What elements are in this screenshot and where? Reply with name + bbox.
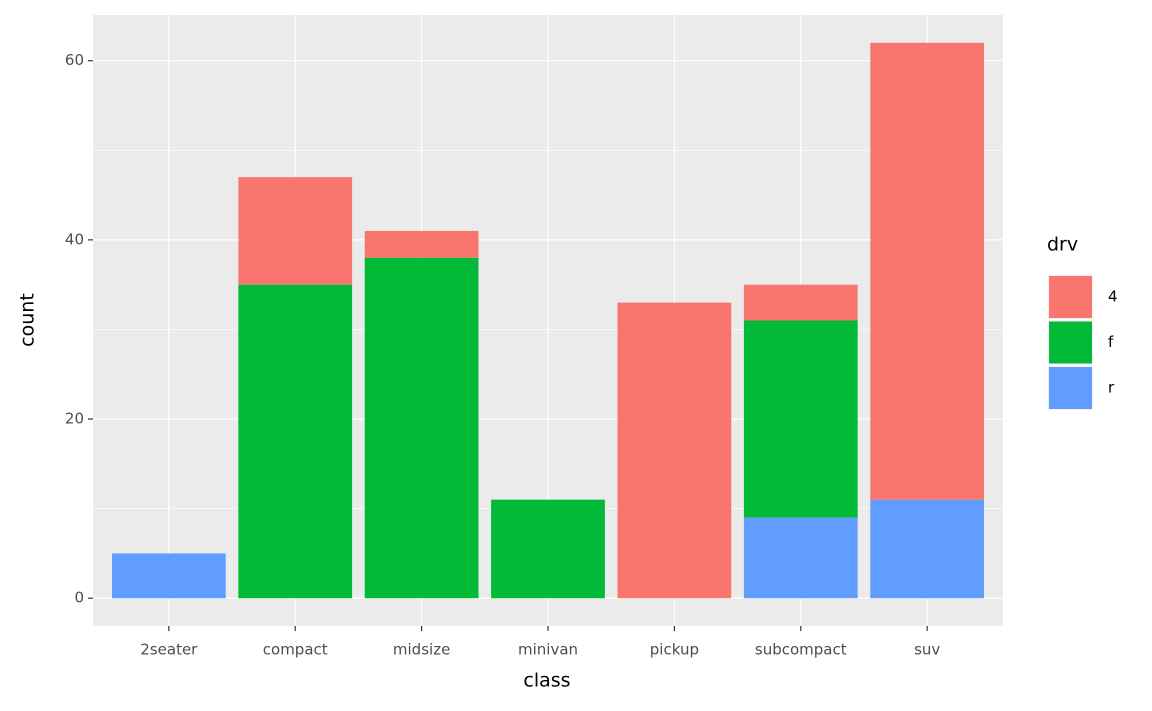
y-tick-label: 0 bbox=[74, 589, 84, 607]
legend-swatch bbox=[1049, 367, 1092, 409]
x-tick-label: compact bbox=[263, 641, 328, 659]
x-tick-label: minivan bbox=[518, 641, 578, 659]
x-tick-label: 2seater bbox=[140, 641, 198, 659]
bar-segment bbox=[743, 320, 858, 518]
bar-segment bbox=[491, 499, 605, 599]
legend-label: r bbox=[1108, 379, 1115, 397]
x-tick-label: midsize bbox=[393, 641, 450, 659]
legend-label: 4 bbox=[1108, 288, 1118, 306]
bar-segment bbox=[364, 257, 479, 599]
bar-segment bbox=[617, 302, 732, 599]
bar-segment bbox=[111, 553, 226, 599]
legend-swatch bbox=[1049, 321, 1092, 364]
legend-label: f bbox=[1108, 333, 1114, 351]
bar-segment bbox=[238, 177, 353, 285]
x-tick-label: suv bbox=[914, 641, 940, 659]
bar-segment bbox=[870, 499, 985, 599]
y-tick-label: 40 bbox=[65, 230, 84, 248]
x-tick-label: pickup bbox=[650, 641, 699, 659]
bar-segment bbox=[238, 284, 353, 599]
bar-segment bbox=[870, 42, 985, 500]
y-axis-title: count bbox=[17, 293, 39, 347]
bar-segment bbox=[364, 230, 479, 258]
legend-swatch bbox=[1049, 276, 1092, 318]
legend-title: drv bbox=[1047, 234, 1078, 256]
bar-segment bbox=[743, 517, 858, 599]
x-tick-label: subcompact bbox=[755, 641, 847, 659]
y-tick-label: 60 bbox=[65, 51, 84, 69]
bar-segment bbox=[743, 284, 858, 321]
y-tick-label: 20 bbox=[65, 410, 84, 428]
x-axis-title: class bbox=[523, 670, 570, 692]
